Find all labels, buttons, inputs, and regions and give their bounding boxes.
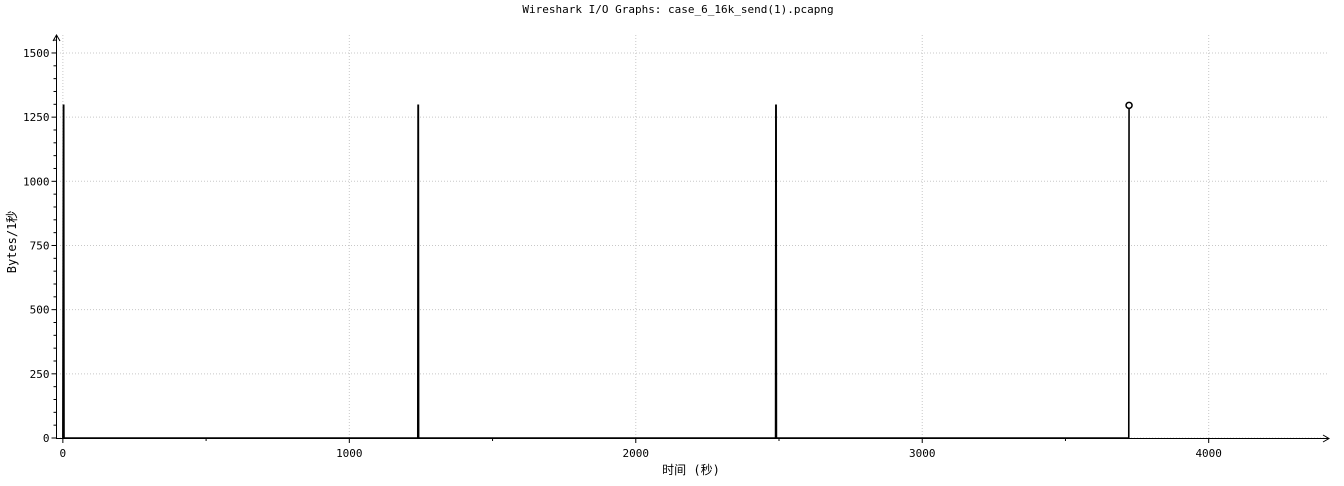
grid-lines: [60, 35, 1329, 439]
y-tick-label: 1500: [23, 47, 50, 60]
series-line: [62, 104, 1130, 439]
y-axis-arrow: [52, 34, 61, 42]
x-tick-label: 1000: [336, 447, 363, 460]
last-point-marker: [1125, 101, 1133, 110]
chart-title: Wireshark I/O Graphs: case_6_16k_send(1)…: [522, 3, 833, 16]
y-tick-label: 0: [43, 432, 50, 445]
y-tick-label: 500: [30, 304, 50, 317]
x-tick-label: 3000: [909, 447, 936, 460]
x-tick-label: 2000: [623, 447, 650, 460]
x-tick-label: 4000: [1195, 447, 1222, 460]
y-tick-label: 1000: [23, 175, 50, 188]
y-tick-label: 750: [30, 239, 50, 252]
axes: [52, 34, 1330, 443]
x-axis-title: 时间 (秒): [662, 463, 720, 477]
x-axis-arrow: [1322, 434, 1330, 443]
tick-marks: 0 1000 2000 3000 4000 0 250 500 750 1000 1250 1500: [23, 39, 1222, 460]
x-tick-label: 0: [60, 447, 67, 460]
y-axis-title: Bytes/1秒: [5, 211, 19, 274]
y-tick-label: 250: [30, 368, 50, 381]
series-layer: [62, 101, 1133, 439]
y-tick-label: 1250: [23, 111, 50, 124]
